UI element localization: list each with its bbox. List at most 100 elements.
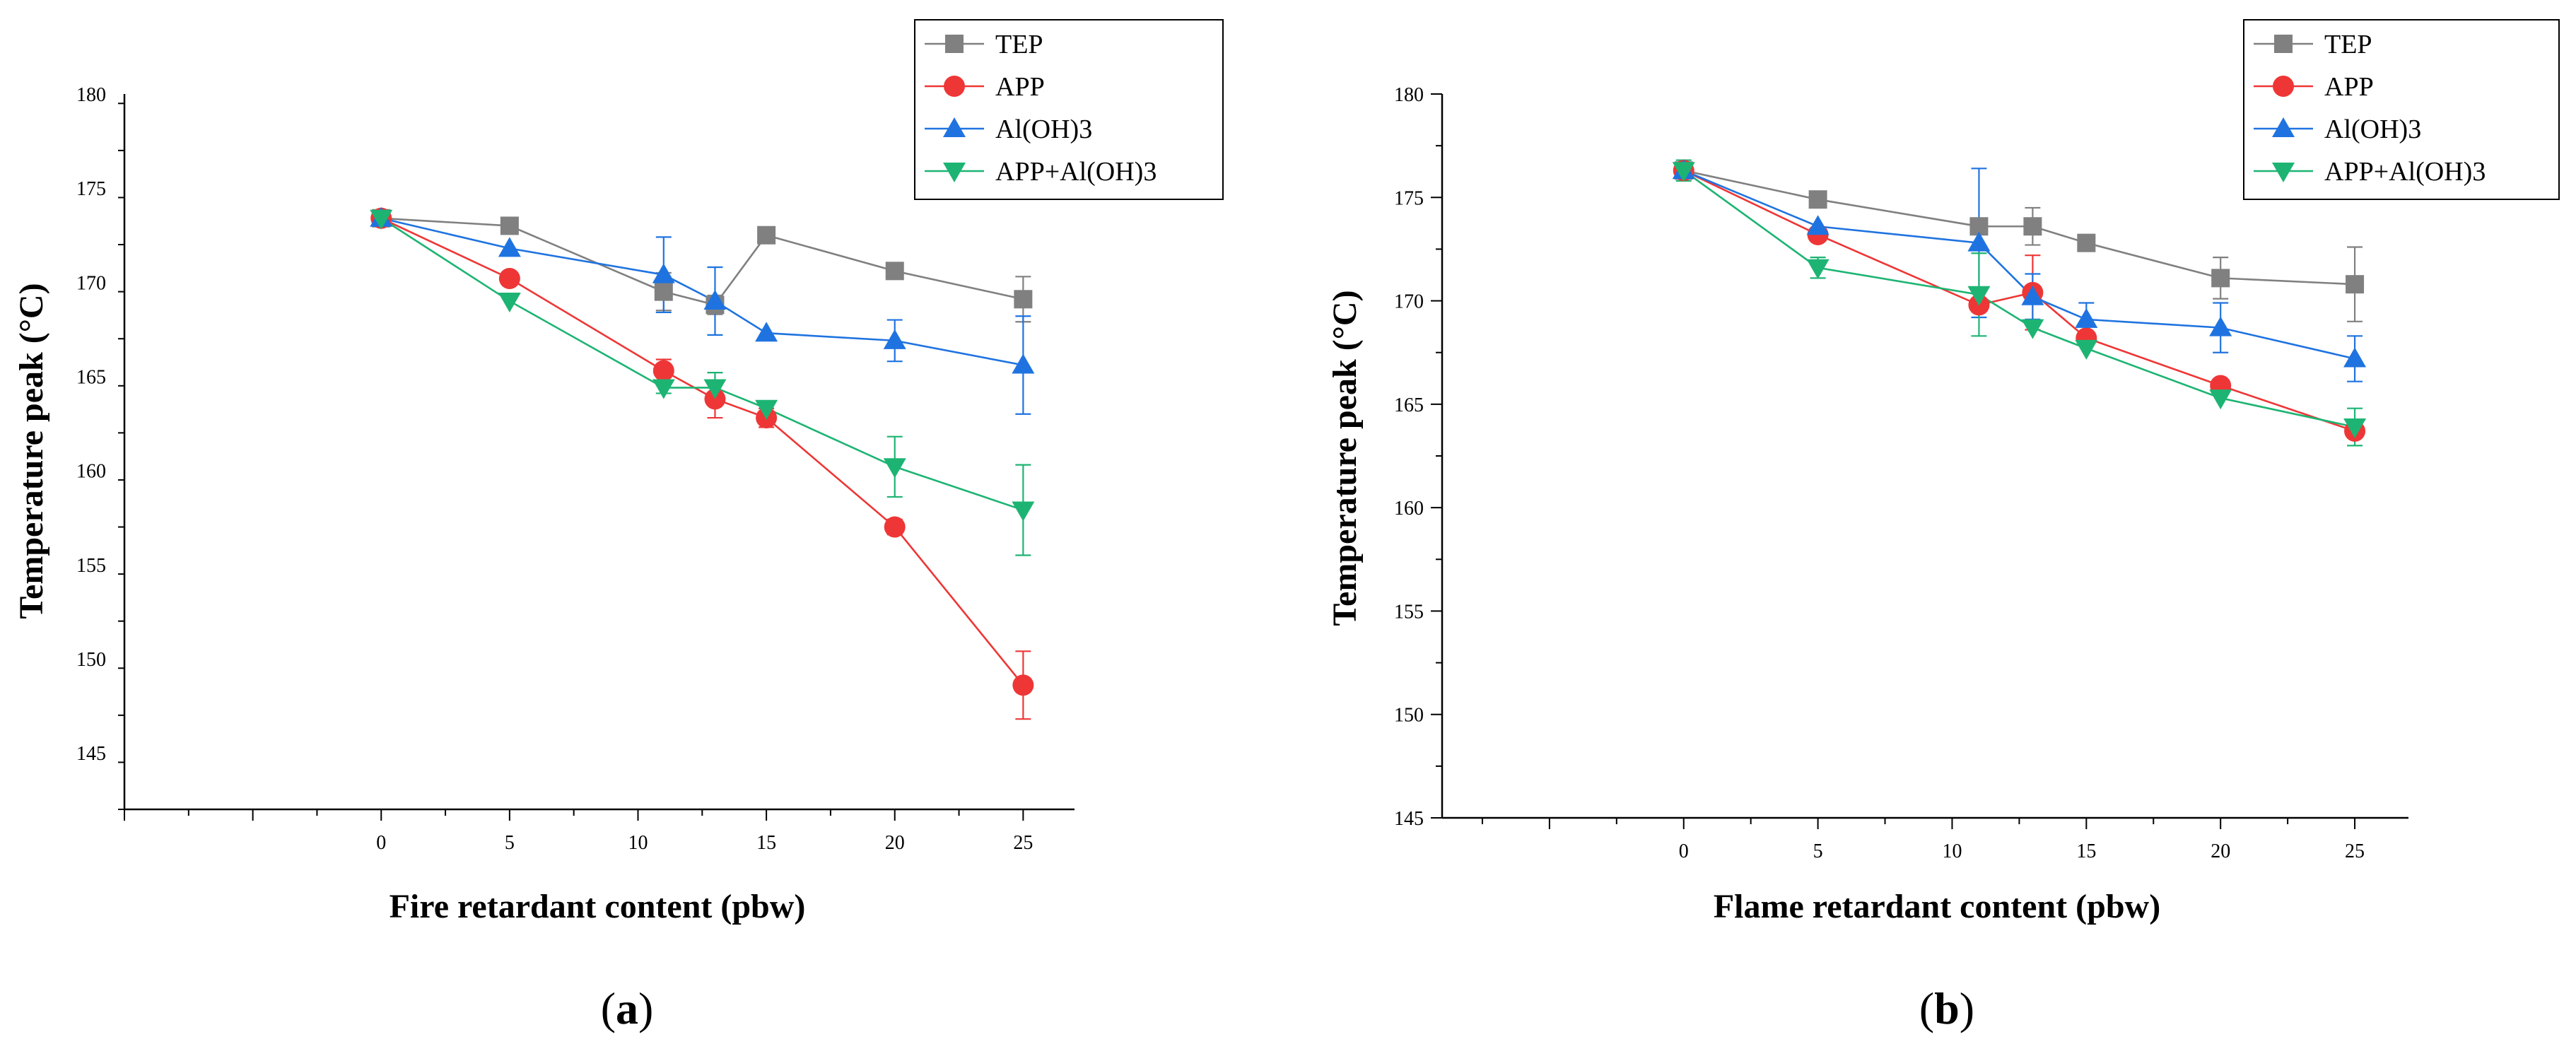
data-point (2209, 389, 2232, 410)
data-point (1967, 286, 1991, 306)
y-tick-label: 180 (76, 84, 106, 106)
series-line (381, 217, 1024, 306)
data-point (498, 292, 521, 312)
data-point (652, 263, 675, 283)
legend: TEP APP Al(OH)3 APP+Al(OH)3 (914, 19, 1224, 200)
legend-marker (944, 76, 965, 97)
legend-marker (2272, 117, 2295, 137)
x-tick-label: 15 (756, 832, 776, 854)
legend-marker (943, 163, 966, 182)
chart-b: 145 150 155 160 165 170 175 180 0 5 10 15 20 25 Flame… (1326, 19, 2560, 1033)
y-tick-label: 175 (76, 178, 106, 200)
legend-label: APP (995, 72, 1045, 102)
x-tick-label: 15 (2076, 840, 2096, 862)
x-tick-label: 20 (2211, 840, 2230, 862)
y-tick-label: 165 (1394, 394, 1424, 416)
series-line (380, 217, 1024, 366)
series-line (380, 217, 1024, 511)
data-point (1012, 353, 1035, 374)
data-point (703, 289, 727, 310)
data-point (1808, 190, 1827, 209)
data-point (1012, 674, 1034, 696)
series-lines (1682, 169, 2355, 433)
data-point (1967, 231, 1991, 252)
legend-marker (943, 117, 966, 137)
x-tick-label: 5 (1813, 840, 1823, 862)
legend-box (914, 19, 1224, 200)
series-lines (380, 217, 1024, 686)
y-axis-title: Temperature peak (°C) (1326, 290, 1364, 626)
x-tick-label: 25 (1013, 832, 1033, 854)
y-axis-title: Temperature peak (°C) (13, 283, 50, 619)
series-line (1683, 170, 2355, 433)
panel-label-a: (a) (601, 983, 654, 1033)
y-tick-label: 145 (1394, 808, 1424, 830)
x-tick-label: 10 (1942, 840, 1962, 862)
x-tick-label: 25 (2345, 840, 2365, 862)
data-point (370, 209, 393, 230)
y-tick-label: 160 (1394, 498, 1424, 520)
data-point (2075, 307, 2098, 328)
data-point (2209, 316, 2232, 336)
x-axis-title: Fire retardant content (pbw) (390, 888, 806, 925)
legend-marker (2272, 163, 2295, 182)
legend-label: APP+Al(OH)3 (2324, 157, 2486, 187)
x-tick-label: 0 (1679, 840, 1689, 862)
legend-label: APP+Al(OH)3 (995, 157, 1157, 187)
legend-box (2243, 19, 2560, 200)
data-point (2343, 418, 2367, 439)
x-axis-title: Flame retardant content (pbw) (1714, 888, 2160, 925)
y-tick-label: 165 (76, 366, 106, 388)
y-tick-label: 150 (76, 649, 106, 671)
y-tick-label: 175 (1394, 187, 1424, 209)
x-tick-label: 5 (505, 832, 515, 854)
data-point (1672, 162, 1695, 182)
y-tick-label: 155 (76, 555, 106, 577)
data-point (498, 237, 521, 257)
x-tick-label: 20 (885, 832, 905, 854)
y-tick-label: 180 (1394, 84, 1424, 106)
data-point (654, 282, 673, 301)
axes: 145 150 155 160 165 170 175 180 0 5 10 15 20 25 (1394, 84, 2408, 862)
data-point (1806, 215, 1829, 235)
data-point (755, 322, 778, 342)
data-point (2021, 319, 2044, 339)
panel-label-b: (b) (1919, 983, 1974, 1033)
series-line (380, 217, 1024, 686)
data-point (2343, 347, 2367, 368)
legend-marker (945, 35, 964, 53)
data-point (755, 399, 778, 420)
data-point (652, 379, 675, 399)
chart-a: 145 150 155 160 165 170 175 180 0 5 10 15 20 25 Fire … (13, 19, 1224, 1033)
legend-label: TEP (2324, 30, 2372, 59)
legend-label: TEP (995, 30, 1043, 59)
legend: TEP APP Al(OH)3 APP+Al(OH)3 (2243, 19, 2560, 200)
data-point (885, 262, 904, 281)
y-tick-label: 150 (1394, 705, 1424, 727)
data-point (2346, 275, 2365, 294)
series-markers (1672, 159, 2367, 442)
data-point (1012, 501, 1035, 522)
y-tick-label: 170 (76, 272, 106, 294)
data-point (652, 360, 674, 382)
data-point (2021, 285, 2044, 305)
series-line (1682, 170, 2355, 428)
data-point (2075, 339, 2098, 360)
data-point (757, 225, 776, 245)
data-point (1806, 259, 1829, 279)
data-point (703, 379, 727, 399)
error-bars (1675, 159, 2363, 447)
series-markers (370, 206, 1035, 696)
data-point (500, 216, 519, 235)
legend-marker (2274, 35, 2293, 53)
legend-label: APP (2324, 72, 2374, 102)
data-point (883, 329, 906, 349)
y-tick-label: 170 (1394, 291, 1424, 313)
data-point (884, 516, 906, 538)
legend-marker (2273, 76, 2294, 97)
x-tick-label: 10 (628, 832, 648, 854)
data-point (2023, 217, 2042, 236)
y-tick-label: 160 (76, 461, 106, 483)
legend-label: Al(OH)3 (995, 115, 1092, 144)
